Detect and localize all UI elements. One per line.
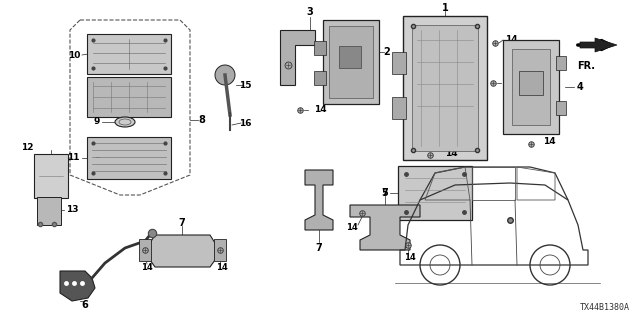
FancyBboxPatch shape: [519, 71, 543, 95]
FancyBboxPatch shape: [314, 41, 326, 55]
Text: 4: 4: [577, 82, 584, 92]
FancyBboxPatch shape: [87, 34, 171, 74]
Text: 8: 8: [198, 115, 205, 125]
FancyBboxPatch shape: [412, 25, 478, 151]
Text: FR.: FR.: [577, 61, 595, 71]
Polygon shape: [305, 170, 333, 230]
Text: 14: 14: [314, 106, 326, 115]
Text: 1: 1: [442, 3, 449, 13]
FancyBboxPatch shape: [329, 26, 373, 98]
Text: 5: 5: [381, 188, 388, 198]
Text: 11: 11: [67, 154, 80, 163]
Polygon shape: [580, 38, 617, 52]
Text: 7: 7: [179, 218, 186, 228]
FancyBboxPatch shape: [314, 71, 326, 85]
Text: 7: 7: [381, 188, 388, 198]
FancyBboxPatch shape: [556, 56, 566, 70]
Polygon shape: [280, 30, 315, 85]
Polygon shape: [350, 205, 420, 250]
Text: 14: 14: [216, 262, 228, 271]
FancyBboxPatch shape: [323, 20, 379, 104]
FancyBboxPatch shape: [503, 40, 559, 134]
FancyBboxPatch shape: [139, 239, 151, 261]
FancyBboxPatch shape: [37, 197, 61, 225]
Text: 7: 7: [316, 243, 323, 253]
Text: 14: 14: [503, 78, 516, 87]
FancyBboxPatch shape: [556, 101, 566, 115]
FancyBboxPatch shape: [398, 166, 472, 220]
FancyBboxPatch shape: [403, 16, 487, 160]
Text: TX44B1380A: TX44B1380A: [580, 303, 630, 312]
FancyBboxPatch shape: [34, 154, 68, 198]
Text: 14: 14: [346, 222, 358, 231]
FancyBboxPatch shape: [392, 97, 406, 119]
Text: ~: ~: [94, 155, 100, 161]
Ellipse shape: [115, 117, 135, 127]
Text: 6: 6: [82, 300, 88, 310]
Polygon shape: [60, 271, 95, 301]
Text: 3: 3: [307, 7, 314, 17]
Text: 14: 14: [141, 262, 153, 271]
Text: 9: 9: [93, 117, 100, 126]
FancyBboxPatch shape: [87, 77, 171, 117]
Text: 14: 14: [445, 148, 458, 157]
FancyBboxPatch shape: [214, 239, 226, 261]
Polygon shape: [150, 235, 215, 267]
FancyBboxPatch shape: [87, 137, 171, 179]
FancyBboxPatch shape: [339, 46, 361, 68]
Text: 12: 12: [20, 142, 33, 151]
Text: 13: 13: [66, 205, 79, 214]
Text: 10: 10: [68, 51, 80, 60]
FancyBboxPatch shape: [392, 52, 406, 74]
Text: 14: 14: [404, 253, 416, 262]
Text: 14: 14: [543, 138, 556, 147]
Text: 2: 2: [383, 47, 390, 57]
Text: 16: 16: [239, 118, 252, 127]
Text: 15: 15: [239, 81, 252, 90]
FancyBboxPatch shape: [512, 49, 550, 125]
Text: 14: 14: [505, 36, 518, 44]
Circle shape: [215, 65, 235, 85]
